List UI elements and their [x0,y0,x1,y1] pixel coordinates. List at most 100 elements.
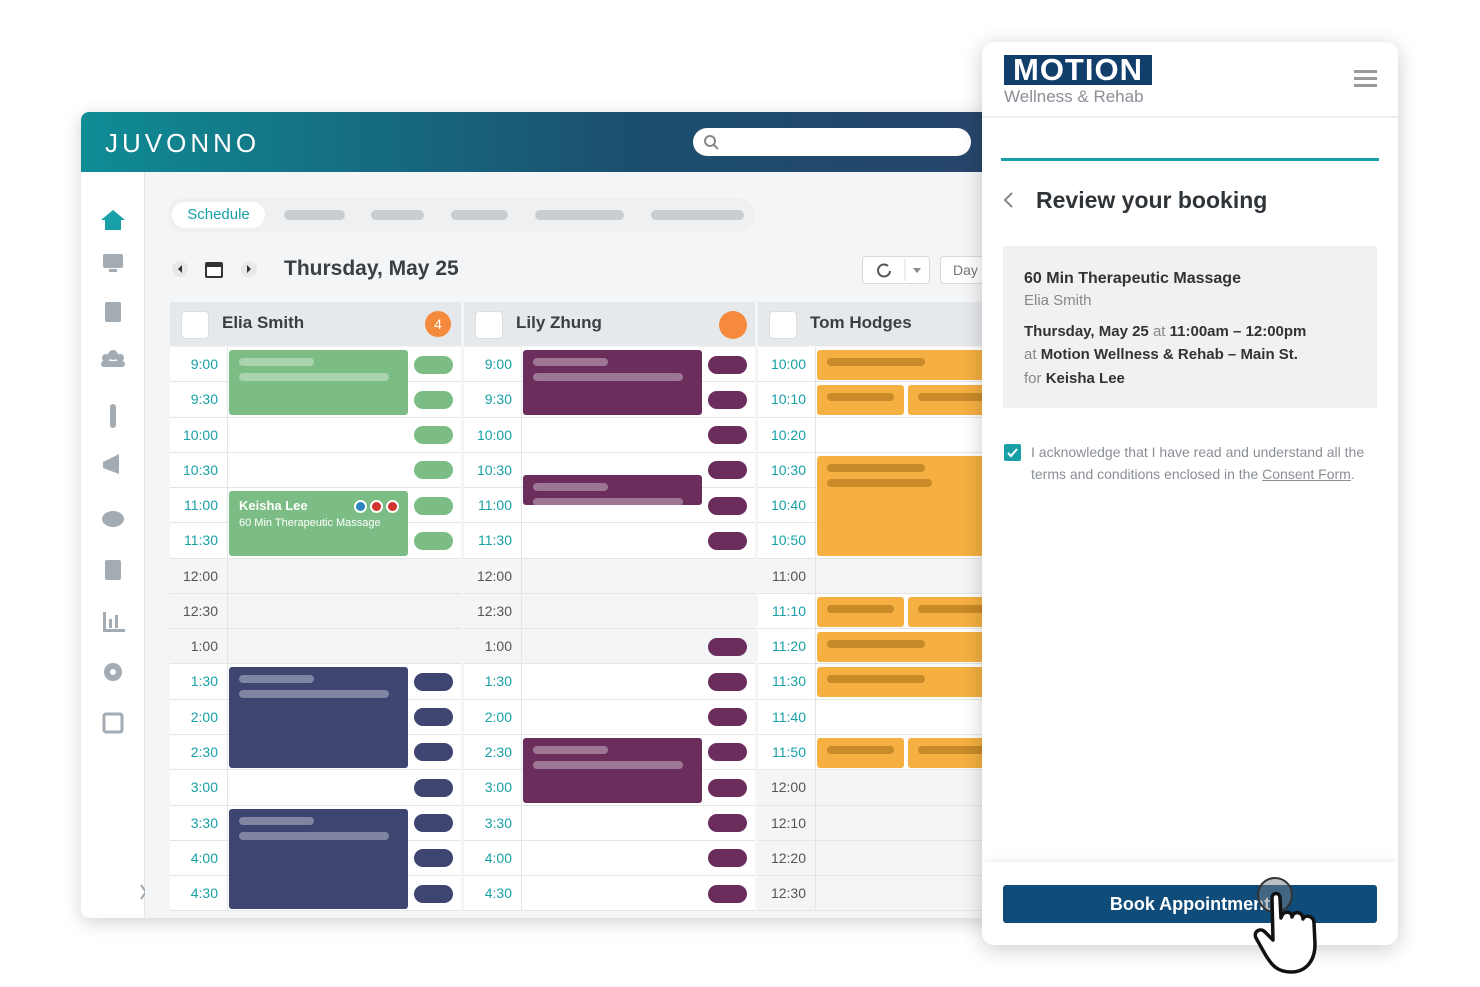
time-divider [227,558,228,594]
slot-pill[interactable] [414,355,453,374]
time-divider [521,629,522,665]
time-divider [521,488,522,524]
slot-pill[interactable] [708,637,747,656]
time-divider [521,840,522,877]
time-label: 11:40 [772,708,806,725]
progress-bar [1001,158,1379,161]
time-divider [815,488,816,524]
tab-placeholder[interactable] [535,210,624,220]
time-label: 4:00 [484,849,512,866]
column-menu-icon[interactable] [475,311,503,339]
slot-pill[interactable] [414,531,453,550]
time-label: 9:00 [190,356,218,372]
tab-placeholder[interactable] [371,210,424,220]
slot-pill[interactable] [414,426,453,445]
time-divider [815,347,816,383]
menu-icon[interactable] [1354,69,1378,89]
consent-link[interactable]: Consent Form [1262,465,1351,482]
slot-pill[interactable] [414,390,453,409]
tab-placeholder[interactable] [284,210,345,220]
view-button[interactable]: Day [940,256,990,284]
appointment-block[interactable] [229,808,408,910]
time-divider [227,770,228,806]
time-divider [815,805,816,841]
appointment-block[interactable] [817,455,990,557]
slot-pill[interactable] [708,849,747,868]
placeholder-line [533,745,608,754]
column-header [170,302,461,346]
slot-pill[interactable] [708,778,747,797]
slot-pill[interactable] [414,743,453,762]
slot-pill[interactable] [708,355,747,374]
time-divider [815,840,816,877]
time-label: 1:00 [190,638,218,655]
row [170,452,461,489]
booking-panel: MOTION Wellness & Rehab Review your book… [982,42,1398,945]
book-button[interactable]: Book Appointment [1003,885,1377,923]
search-box[interactable] [693,128,971,156]
slot-pill[interactable] [708,743,747,762]
placeholder-line [827,358,925,366]
appointment-block[interactable] [229,350,408,416]
time-divider [521,558,522,594]
row [758,840,990,877]
schedule-grid: Elia Smith 4 9:00 9:30 10:00 10:30 11:00 11:30 1… [81,112,990,918]
slot-pill[interactable] [414,461,453,480]
checkbox[interactable] [1004,444,1021,461]
time-label: 9:00 [484,356,512,372]
placeholder-line [827,478,932,487]
time: 11:00am – 12:00pm [1169,323,1307,340]
column-menu-icon[interactable] [181,311,209,339]
time-divider [815,770,816,806]
divider [982,116,1398,118]
refresh-button[interactable] [862,256,930,284]
time-label: 12:20 [770,849,806,866]
placeholder-line [239,831,389,840]
slot-pill[interactable] [708,884,747,903]
slot-pill[interactable] [414,672,453,691]
back-arrow[interactable] [1002,191,1016,209]
placeholder-line [827,604,894,613]
time-label: 12:00 [770,779,806,796]
appointment-block[interactable] [523,475,702,506]
date-nav[interactable] [171,257,261,281]
row [464,558,755,594]
slot-pill[interactable] [414,778,453,797]
column-menu-icon[interactable] [769,311,797,339]
column-name: Lily Zhung [516,313,602,332]
slot-pill[interactable] [708,531,747,550]
time-divider [227,805,228,841]
tab-placeholder[interactable] [651,210,744,220]
slot-pill[interactable] [708,814,747,832]
slot-pill[interactable] [414,849,453,868]
slot-pill[interactable] [414,496,453,515]
tab-placeholder[interactable] [451,210,508,220]
status-icon [370,500,383,514]
status-dot [719,311,747,339]
time-divider [521,664,522,700]
appointment-block[interactable] [523,350,702,416]
consent-end: . [1350,465,1355,482]
time-label: 10:40 [770,497,806,514]
appointment-block[interactable] [523,737,702,804]
slot-pill[interactable] [414,884,453,903]
row [464,699,755,735]
time-divider [521,347,522,383]
time-divider [521,734,522,771]
tab[interactable]: Schedule [172,202,265,228]
slot-pill[interactable] [708,390,747,409]
sidebar-icons[interactable] [81,172,148,918]
slot-pill[interactable] [414,814,453,832]
time-label: 10:00 [182,426,218,443]
slot-pill[interactable] [708,496,747,515]
slot-pill[interactable] [708,426,747,445]
slot-pill[interactable] [708,672,747,691]
time-label: 12:30 [182,602,218,619]
slot-pill[interactable] [414,708,453,727]
slot-pill[interactable] [708,708,747,727]
slot-pill[interactable] [708,461,747,480]
time-divider [227,876,228,912]
time-label: 11:00 [772,567,806,584]
appointment-block[interactable] [229,667,408,768]
